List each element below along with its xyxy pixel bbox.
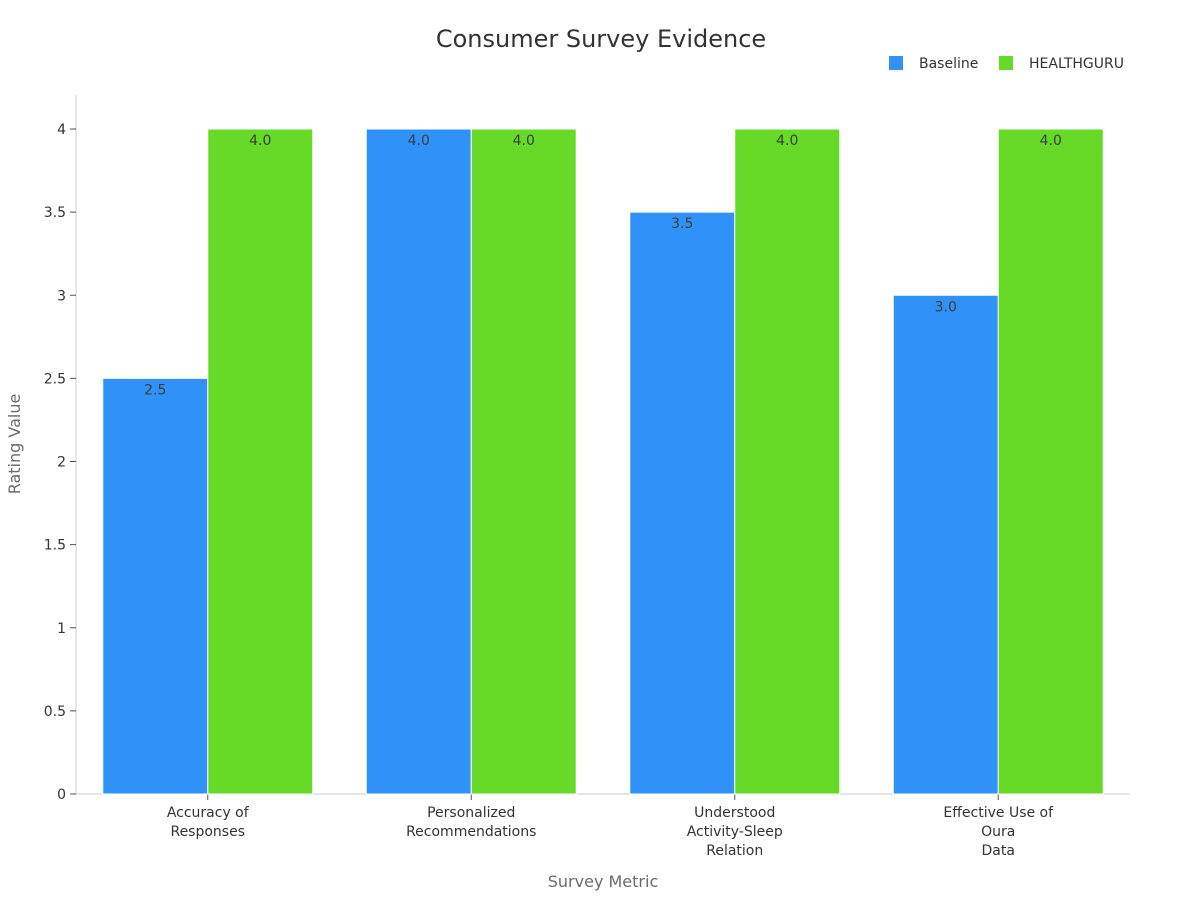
x-tick-label: Understood Activity-Sleep Relation xyxy=(687,805,783,859)
legend: Baseline HEALTHGURU xyxy=(889,56,1124,72)
x-tick-label-line: Understood xyxy=(694,805,775,821)
y-tick-label: 0.5 xyxy=(44,704,66,720)
bars xyxy=(102,128,1104,795)
data-label: 4.0 xyxy=(513,133,535,149)
value-labels: 2.5 4.0 4.0 4.0 3.5 4.0 3.0 4.0 xyxy=(144,133,1062,398)
chart-title: Consumer Survey Evidence xyxy=(436,25,766,53)
x-tick-label-line: Oura xyxy=(981,824,1015,840)
legend-item-baseline: Baseline xyxy=(889,56,978,72)
y-tick-label: 4 xyxy=(57,122,66,138)
data-label: 4.0 xyxy=(408,133,430,149)
x-tick-label: Personalized Recommendations xyxy=(406,805,536,840)
x-tick-label-line: Personalized xyxy=(427,805,515,821)
data-label: 4.0 xyxy=(1040,133,1062,149)
data-label: 3.0 xyxy=(935,299,957,315)
legend-label: HEALTHGURU xyxy=(1029,56,1124,72)
y-axis-title: Rating Value xyxy=(5,394,24,495)
bar-baseline-4 xyxy=(892,294,999,795)
x-tick-label: Accuracy of Responses xyxy=(167,805,250,840)
legend-label: Baseline xyxy=(919,56,978,72)
y-tick-label: 2 xyxy=(57,455,66,471)
legend-swatch xyxy=(999,56,1013,70)
legend-swatch xyxy=(889,56,903,70)
bar-healthguru-4 xyxy=(997,128,1104,795)
x-tick-label-line: Recommendations xyxy=(406,824,536,840)
y-tick-label: 1 xyxy=(57,621,66,637)
y-tick-label: 2.5 xyxy=(44,371,66,387)
bar-healthguru-3 xyxy=(734,128,841,795)
bar-baseline-1 xyxy=(102,377,209,795)
data-label: 3.5 xyxy=(671,216,693,232)
y-tick-label: 3.5 xyxy=(44,205,66,221)
x-tick-label-line: Data xyxy=(982,843,1015,859)
data-label: 4.0 xyxy=(776,133,798,149)
x-tick-label-line: Accuracy of xyxy=(167,805,250,821)
bar-healthguru-2 xyxy=(470,128,577,795)
x-tick-label: Effective Use of Oura Data xyxy=(943,805,1054,859)
x-tick-label-line: Effective Use of xyxy=(943,805,1054,821)
data-label: 2.5 xyxy=(144,382,166,398)
x-tick-label-line: Relation xyxy=(706,843,763,859)
bar-baseline-3 xyxy=(629,211,736,795)
y-tick-label: 1.5 xyxy=(44,538,66,554)
x-axis: Accuracy of Responses Personalized Recommen… xyxy=(76,793,1130,859)
legend-item-healthguru: HEALTHGURU xyxy=(999,56,1124,72)
y-tick-label: 0 xyxy=(57,787,66,803)
x-tick-label-line: Activity-Sleep xyxy=(687,824,783,840)
y-axis: 0 0.5 1 1.5 2 2.5 3 3.5 4 xyxy=(44,95,77,803)
data-label: 4.0 xyxy=(249,133,271,149)
x-tick-label-line: Responses xyxy=(170,824,245,840)
bar-baseline-2 xyxy=(365,128,472,795)
bar-healthguru-1 xyxy=(207,128,314,795)
y-tick-label: 3 xyxy=(57,288,66,304)
x-axis-title: Survey Metric xyxy=(548,872,658,891)
